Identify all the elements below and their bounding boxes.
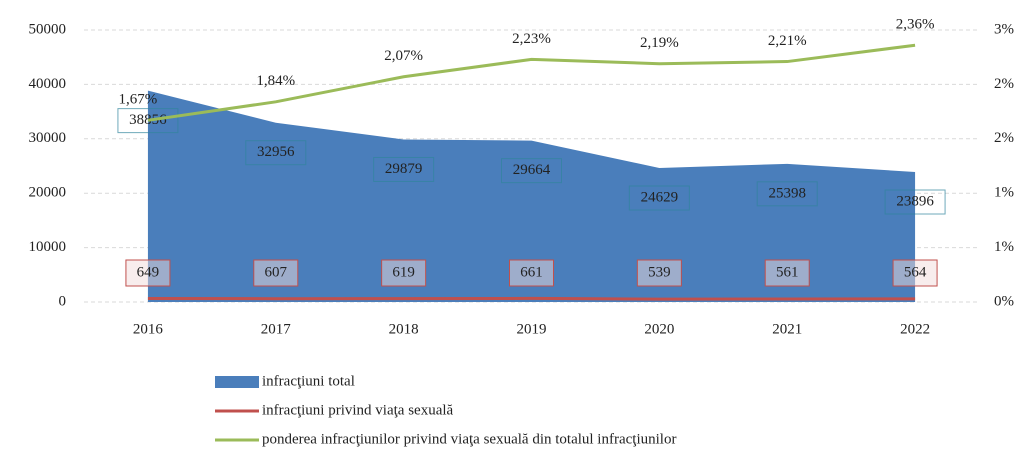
data-label-box [636, 259, 682, 287]
data-label-box [628, 185, 690, 211]
data-label: 539 [648, 264, 671, 280]
data-label: 2,23% [512, 31, 551, 47]
data-label: 607 [265, 264, 288, 280]
data-label: 32956 [257, 144, 295, 160]
data-label-box [764, 259, 810, 287]
data-label: 25398 [768, 185, 806, 201]
y2-tick-label: 1% [994, 239, 1014, 255]
data-label-box [884, 189, 946, 215]
x-tick-label: 2016 [133, 321, 164, 337]
y-tick-label: 10000 [29, 239, 67, 255]
data-label-box [509, 259, 554, 287]
x-tick-label: 2020 [644, 321, 674, 337]
data-label: 2,19% [640, 35, 679, 51]
data-label: 29664 [513, 162, 551, 178]
y2-tick-label: 2% [994, 76, 1014, 92]
data-label: 1,84% [256, 73, 295, 89]
y-tick-label: 40000 [29, 76, 67, 92]
x-tick-label: 2022 [900, 321, 930, 337]
data-label-box [756, 181, 818, 207]
y2-tick-label: 2% [994, 130, 1014, 146]
data-label: 619 [392, 264, 415, 280]
data-label-box [381, 259, 427, 287]
data-label: 2,07% [384, 48, 423, 64]
data-label-box [501, 158, 562, 184]
x-tick-label: 2018 [389, 321, 419, 337]
data-label: 24629 [641, 189, 679, 205]
data-label-box [892, 259, 938, 287]
line [147, 43, 916, 122]
data-label: 1,67% [119, 92, 158, 108]
legend-label: ponderea infracţiunilor privind viaţa se… [262, 431, 676, 447]
data-label: 23896 [896, 193, 934, 209]
data-label-box [125, 259, 171, 287]
x-tick-label: 2019 [517, 321, 547, 337]
y2-tick-label: 3% [994, 21, 1014, 37]
y-tick-label: 50000 [29, 21, 67, 37]
area [147, 90, 916, 303]
x-tick-label: 2021 [772, 321, 802, 337]
line [147, 296, 916, 301]
data-label: 29879 [385, 161, 423, 177]
data-label: 661 [520, 264, 543, 280]
legend-label: infracţiuni total [262, 373, 355, 389]
data-label: 561 [776, 264, 799, 280]
data-label-box [245, 140, 307, 166]
y2-tick-label: 1% [994, 185, 1014, 201]
data-label-box [373, 156, 435, 182]
legend-label: infracţiuni privind viaţa sexuală [262, 402, 454, 418]
data-label: 2,21% [768, 33, 807, 49]
data-label-box [253, 259, 299, 287]
y-tick-label: 20000 [29, 185, 67, 201]
data-label: 2,36% [896, 17, 935, 33]
data-label: 564 [904, 264, 927, 280]
y-tick-label: 30000 [29, 130, 67, 146]
legend-swatch [215, 376, 259, 388]
y2-tick-label: 0% [994, 293, 1014, 309]
x-tick-label: 2017 [261, 321, 292, 337]
y-tick-label: 0 [59, 293, 67, 309]
data-label: 649 [137, 264, 160, 280]
data-label-box [117, 108, 179, 134]
